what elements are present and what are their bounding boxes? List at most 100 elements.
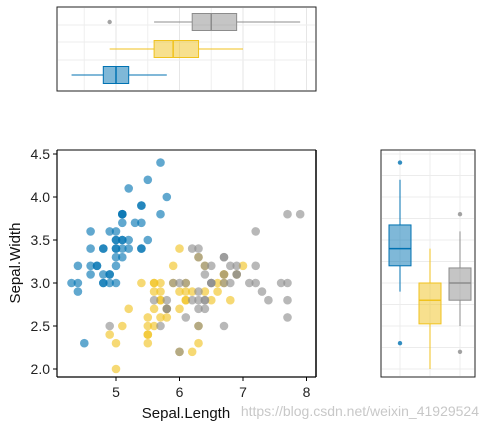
scatter-point — [207, 295, 216, 305]
scatter-point — [111, 244, 121, 253]
scatter-point — [232, 270, 241, 279]
scatter-point — [124, 304, 133, 314]
scatter-point — [156, 295, 165, 305]
scatter-point — [118, 321, 127, 331]
scatter-point — [124, 184, 133, 193]
scatter-point — [251, 278, 260, 288]
scatter-point — [118, 209, 127, 219]
top-outlier — [107, 19, 112, 25]
scatter-point — [283, 209, 292, 219]
scatter-point — [283, 313, 292, 322]
scatter-point — [194, 295, 203, 305]
scatter-panel: 5 6 7 8 2.0 2.5 3.0 3.5 4.0 4.5 Sepal.Length Sep… — [7, 146, 317, 422]
scatter-point — [283, 278, 292, 288]
scatter-point — [86, 261, 95, 271]
y-tick-label: 3.0 — [31, 275, 51, 291]
y-tick-label: 4.5 — [31, 146, 51, 162]
x-tick-label: 6 — [176, 384, 184, 400]
scatter-point — [92, 261, 102, 271]
scatter-point — [226, 278, 235, 288]
scatter-point — [99, 244, 108, 253]
scatter-point — [226, 261, 235, 271]
scatter-point — [264, 295, 273, 305]
scatter-point — [73, 278, 83, 288]
scatter-point — [181, 295, 191, 305]
scatter-point — [111, 278, 121, 288]
scatter-point — [149, 304, 159, 314]
right-outlier — [397, 160, 403, 165]
scatter-point — [162, 304, 172, 314]
top-boxplot-panel — [56, 6, 317, 92]
right-boxplot-panel — [380, 149, 476, 378]
scatter-point — [118, 244, 127, 253]
scatter-point — [251, 261, 260, 271]
scatter-point — [105, 270, 114, 279]
scatter-point — [130, 218, 140, 228]
scatter-point — [175, 304, 184, 314]
scatter-point — [238, 261, 248, 271]
scatter-point — [111, 235, 121, 245]
y-tick-label: 2.0 — [31, 361, 51, 377]
scatter-point — [143, 330, 153, 339]
scatter-point — [86, 227, 95, 236]
scatter-point — [187, 347, 197, 357]
scatter-point — [118, 252, 127, 262]
scatter-point — [162, 295, 172, 305]
scatter-point — [143, 313, 153, 322]
scatter-point — [200, 287, 210, 296]
scatter-point — [137, 201, 146, 210]
scatter-point — [124, 244, 133, 253]
x-tick-label: 8 — [303, 384, 311, 400]
scatter-point — [207, 278, 216, 288]
scatter-point — [200, 295, 210, 305]
scatter-point — [143, 338, 153, 348]
scatter-point — [232, 261, 241, 271]
scatter-point — [219, 270, 229, 279]
y-tick-label: 4.0 — [31, 189, 51, 205]
scatter-point — [213, 287, 222, 296]
scatter-point — [143, 175, 153, 185]
scatter-point — [251, 227, 260, 236]
scatter-point — [137, 218, 146, 228]
scatter-point — [175, 244, 184, 253]
scatter-point — [213, 278, 222, 288]
scatter-point — [207, 261, 216, 271]
top-box — [191, 13, 238, 31]
scatter-point — [111, 261, 121, 271]
y-tick-label: 2.5 — [31, 318, 51, 334]
scatter-point — [194, 338, 203, 348]
scatter-point — [149, 287, 159, 296]
scatter-point — [73, 261, 83, 271]
scatter-point — [187, 295, 197, 305]
scatter-point — [67, 278, 76, 288]
scatter-point — [194, 252, 203, 262]
scatter-point — [194, 304, 203, 314]
scatter-point — [149, 278, 159, 288]
right-boxplot-marks — [388, 160, 472, 369]
scatter-point — [111, 338, 121, 348]
top-boxplot-marks — [71, 13, 301, 84]
scatter-point — [175, 287, 184, 296]
scatter-point — [80, 338, 89, 348]
scatter-point — [181, 313, 191, 322]
right-box — [448, 267, 472, 301]
scatter-point — [194, 287, 203, 296]
scatter-point — [245, 278, 254, 288]
scatter-point — [219, 278, 229, 288]
scatter-point — [226, 295, 235, 305]
scatter-point — [219, 321, 229, 331]
scatter-point — [283, 295, 292, 305]
scatter-point — [156, 287, 165, 296]
y-tick-label: 3.5 — [31, 232, 51, 248]
right-outlier — [397, 341, 403, 346]
scatter-point — [111, 364, 121, 374]
scatter-point — [105, 321, 114, 331]
scatter-point — [168, 278, 178, 288]
scatter-point — [219, 252, 229, 262]
y-axis-label: Sepal.Width — [7, 223, 24, 304]
scatter-point — [156, 313, 165, 322]
scatter-point — [257, 287, 267, 296]
scatter-point — [149, 321, 159, 331]
scatter-point — [105, 330, 114, 339]
